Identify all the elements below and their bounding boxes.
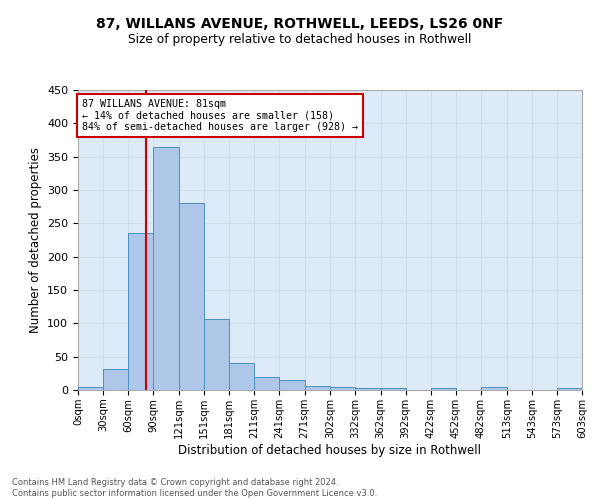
Bar bbox=[355, 388, 380, 390]
Bar bbox=[204, 320, 229, 390]
Bar bbox=[179, 204, 204, 390]
Bar bbox=[229, 362, 254, 390]
Bar bbox=[103, 368, 128, 390]
Text: Size of property relative to detached houses in Rothwell: Size of property relative to detached ho… bbox=[128, 32, 472, 46]
X-axis label: Distribution of detached houses by size in Rothwell: Distribution of detached houses by size … bbox=[179, 444, 482, 456]
Bar bbox=[254, 376, 280, 390]
Bar bbox=[78, 386, 103, 390]
Bar bbox=[431, 388, 456, 390]
Bar bbox=[128, 234, 153, 390]
Bar bbox=[331, 388, 355, 390]
Text: 87, WILLANS AVENUE, ROTHWELL, LEEDS, LS26 0NF: 87, WILLANS AVENUE, ROTHWELL, LEEDS, LS2… bbox=[97, 18, 503, 32]
Text: Contains HM Land Registry data © Crown copyright and database right 2024.
Contai: Contains HM Land Registry data © Crown c… bbox=[12, 478, 377, 498]
Bar bbox=[557, 388, 582, 390]
Bar bbox=[153, 146, 179, 390]
Bar bbox=[305, 386, 331, 390]
Text: 87 WILLANS AVENUE: 81sqm
← 14% of detached houses are smaller (158)
84% of semi-: 87 WILLANS AVENUE: 81sqm ← 14% of detach… bbox=[82, 98, 358, 132]
Bar bbox=[280, 380, 305, 390]
Bar bbox=[481, 388, 507, 390]
Bar bbox=[380, 388, 406, 390]
Y-axis label: Number of detached properties: Number of detached properties bbox=[29, 147, 41, 333]
